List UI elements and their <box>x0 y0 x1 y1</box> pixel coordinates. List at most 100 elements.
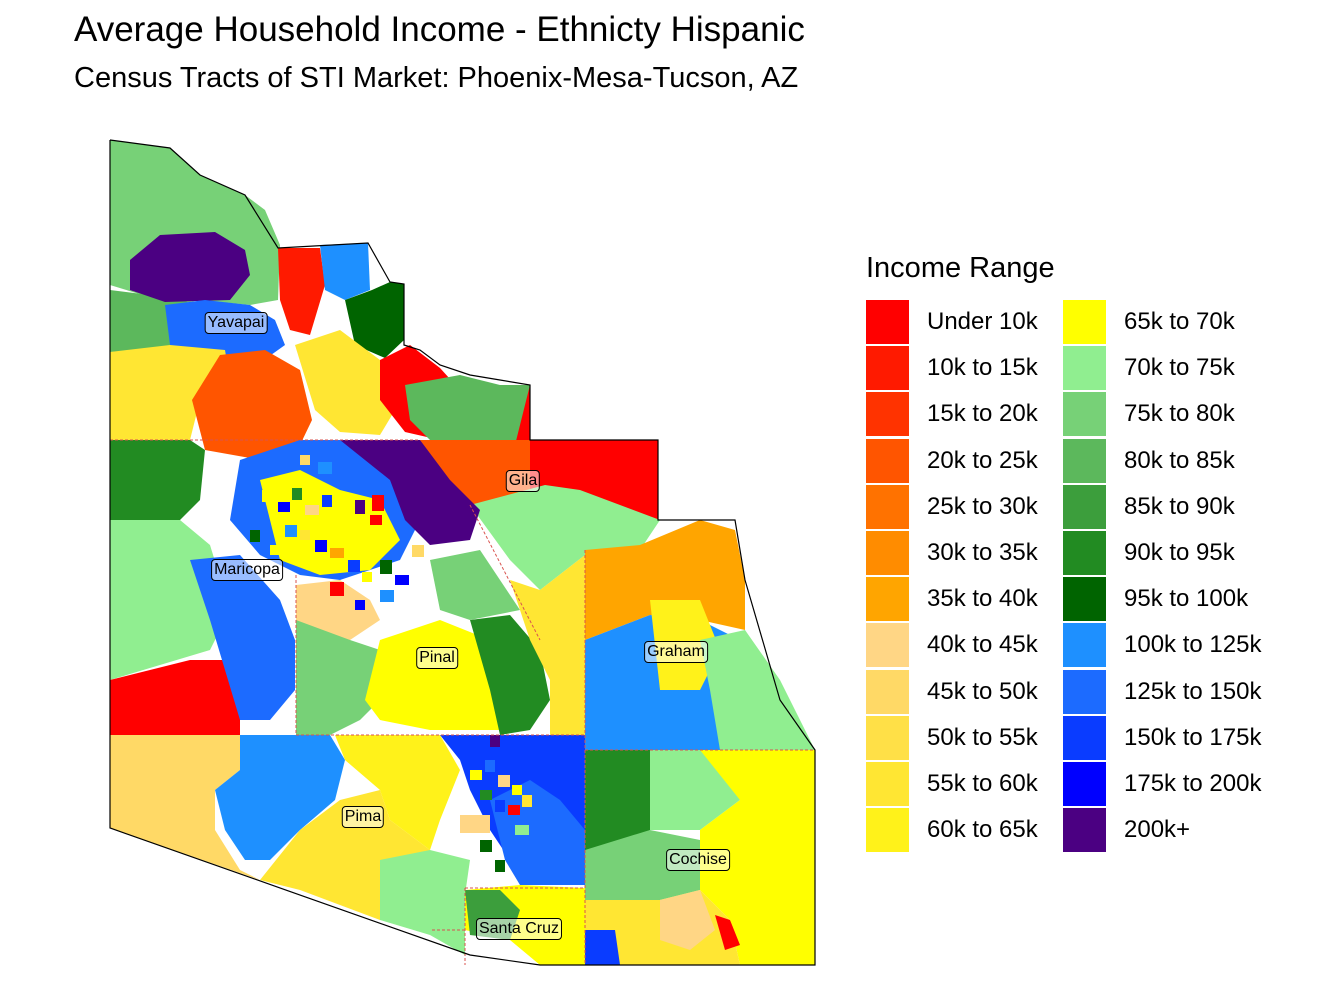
tract-region <box>320 243 370 300</box>
legend-swatch <box>866 669 909 714</box>
tract-region <box>380 850 470 955</box>
legend-item: 15k to 20k <box>866 392 1076 438</box>
tract-region <box>296 620 380 735</box>
legend-label: 30k to 35k <box>927 539 1038 566</box>
legend-swatch <box>866 300 909 344</box>
tract-region <box>700 630 815 750</box>
legend-label: 35k to 40k <box>927 585 1038 613</box>
county-boundaries <box>110 439 815 965</box>
legend-label: 25k to 30k <box>927 492 1038 520</box>
legend-swatch <box>866 762 909 806</box>
legend-label: 150k to 175k <box>1124 723 1262 751</box>
tract-region <box>190 555 295 720</box>
legend-item: 65k to 70k <box>1063 300 1273 346</box>
legend-item: 10k to 15k <box>866 346 1076 392</box>
legend-swatch <box>1063 346 1106 391</box>
legend-item: 100k to 125k <box>1063 623 1273 669</box>
legend-swatch <box>1063 762 1106 806</box>
legend-label: 65k to 70k <box>1124 308 1235 335</box>
county-label-pinal: Pinal <box>416 647 458 669</box>
legend-label: 40k to 45k <box>927 631 1038 659</box>
legend-label: 90k to 95k <box>1124 539 1235 566</box>
legend-swatch <box>1063 577 1106 622</box>
legend-swatch <box>866 623 909 668</box>
tract-region <box>215 735 345 860</box>
legend-label: 55k to 60k <box>927 770 1038 797</box>
legend-item: 200k+ <box>1063 808 1273 854</box>
legend-swatch <box>1063 300 1106 344</box>
legend-label: 10k to 15k <box>927 354 1038 382</box>
tract-region <box>405 375 530 440</box>
legend-swatch <box>1063 715 1106 760</box>
legend-item: 90k to 95k <box>1063 531 1273 577</box>
legend-swatch <box>1063 484 1106 529</box>
tract-region <box>510 555 585 735</box>
legend-item: 25k to 30k <box>866 484 1076 531</box>
legend-swatch <box>866 577 909 622</box>
tract-region <box>295 330 395 435</box>
map-subtitle: Census Tracts of STI Market: Phoenix-Mes… <box>74 62 799 94</box>
legend-item: 150k to 175k <box>1063 715 1273 762</box>
legend-label: 200k+ <box>1124 816 1191 844</box>
legend-label: 85k to 90k <box>1124 492 1235 520</box>
legend-swatch <box>1063 808 1106 853</box>
legend-item: 95k to 100k <box>1063 577 1273 623</box>
tract-region <box>585 750 650 850</box>
tract-region <box>585 830 700 900</box>
legend-label: 60k to 65k <box>927 816 1038 844</box>
legend-label: 100k to 125k <box>1124 631 1262 659</box>
legend-item: 35k to 40k <box>866 577 1076 623</box>
county-label-yavapai: Yavapai <box>204 312 268 334</box>
legend-swatch <box>866 808 909 853</box>
map-outline <box>109 139 816 966</box>
tract-region <box>335 735 460 850</box>
county-label-maricopa: Maricopa <box>211 559 283 581</box>
tract-region <box>340 440 480 545</box>
legend-label: 15k to 20k <box>927 400 1038 428</box>
tract-region <box>585 520 745 640</box>
county-label-graham: Graham <box>644 641 708 663</box>
tract-region <box>715 915 740 950</box>
legend-item: 20k to 25k <box>866 438 1076 485</box>
tract-region <box>130 232 250 302</box>
tract-region <box>192 350 312 458</box>
legend-swatch <box>866 531 909 575</box>
legend-item: 75k to 80k <box>1063 392 1273 438</box>
map-title: Average Household Income - Ethnicty Hisp… <box>74 10 805 49</box>
legend-swatch <box>1063 438 1106 483</box>
tract-region <box>110 735 260 880</box>
legend-label: 70k to 75k <box>1124 354 1235 382</box>
legend-item: 40k to 45k <box>866 623 1076 669</box>
map-regions <box>110 140 815 965</box>
legend-item: 50k to 55k <box>866 715 1076 762</box>
legend-item: 45k to 50k <box>866 669 1076 716</box>
legend-swatch <box>1063 623 1106 668</box>
legend-label: 45k to 50k <box>927 677 1038 705</box>
tract-region <box>296 580 380 640</box>
legend-item: 80k to 85k <box>1063 438 1273 485</box>
legend-item: 60k to 65k <box>866 808 1076 854</box>
legend-swatch <box>866 438 909 483</box>
legend-item: 30k to 35k <box>866 531 1076 577</box>
tract-region <box>700 750 815 965</box>
tract-region <box>660 890 715 950</box>
county-label-santa-cruz: Santa Cruz <box>475 918 563 940</box>
legend-label: Under 10k <box>927 308 1038 335</box>
legend-swatch <box>1063 669 1106 714</box>
county-label-cochise: Cochise <box>666 849 730 871</box>
legend-item: 85k to 90k <box>1063 484 1273 531</box>
tract-region <box>110 660 240 735</box>
legend-label: 80k to 85k <box>1124 446 1235 474</box>
county-label-pima: Pima <box>341 806 385 828</box>
legend-swatch <box>866 484 909 529</box>
tract-region <box>110 345 230 440</box>
tract-region <box>345 282 404 358</box>
legend-swatch <box>866 346 909 391</box>
legend-label: 175k to 200k <box>1124 770 1262 797</box>
legend-swatch <box>1063 531 1106 575</box>
tract-region <box>420 440 530 505</box>
tract-region <box>470 615 550 735</box>
legend-label: 125k to 150k <box>1124 677 1262 705</box>
county-label-gila: Gila <box>505 470 541 492</box>
